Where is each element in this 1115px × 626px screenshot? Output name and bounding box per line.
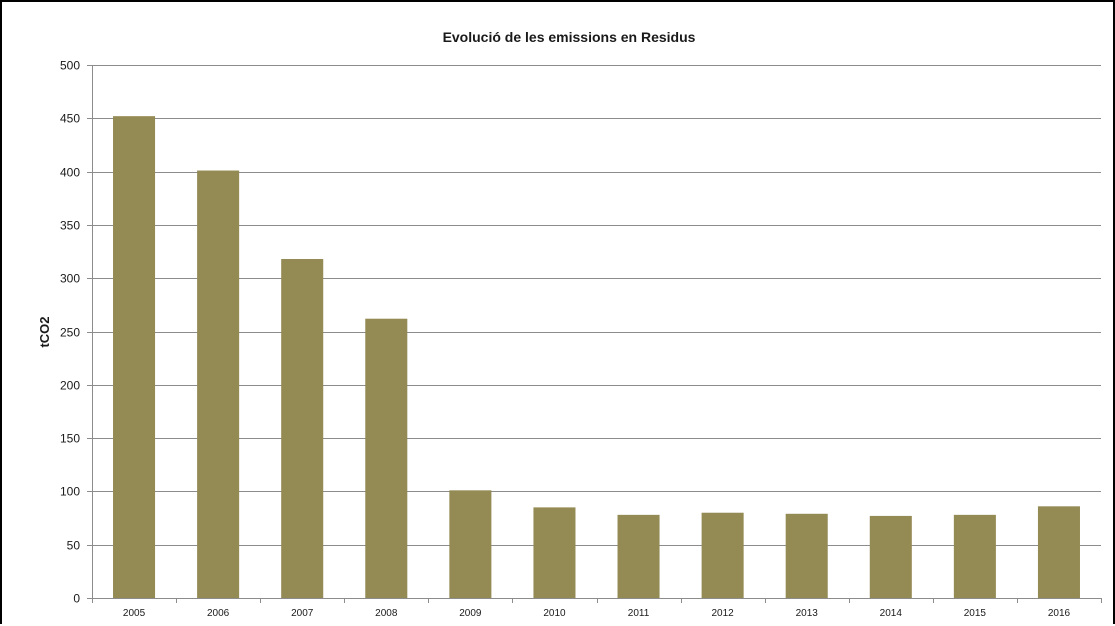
bar-2010 [533,507,576,598]
bar-2013 [785,513,828,598]
chart-title: Evolució de les emissions en Residus [443,29,696,45]
y-tick-label: 0 [73,592,80,606]
x-tick-label: 2012 [712,608,735,619]
bar-2007 [281,259,324,598]
bars [113,116,1080,599]
bar-2012 [701,512,744,598]
bar-2015 [953,514,996,598]
bar-2016 [1037,506,1080,598]
y-tick-labels: 0 50 100 150 200 250 300 350 400 450 500 [60,59,80,606]
axes [87,65,1102,603]
bar-2005 [113,116,156,599]
x-tick-label: 2015 [964,608,987,619]
gridlines [92,65,1101,546]
y-tick-label: 400 [60,166,80,180]
y-tick-label: 450 [60,112,80,126]
y-tick-label: 50 [67,539,81,553]
bar-2006 [197,170,240,598]
y-tick-label: 100 [60,485,80,499]
y-tick-label: 500 [60,59,80,73]
x-tick-label: 2007 [291,608,314,619]
y-tick-label: 150 [60,432,80,446]
x-tick-label: 2005 [123,608,146,619]
bar-2009 [449,490,492,598]
x-tick-label: 2013 [796,608,819,619]
x-tick-label: 2011 [628,608,650,619]
y-axis-title: tCO2 [37,316,52,347]
bar-2011 [617,514,660,598]
x-tick-label: 2014 [880,608,903,619]
y-tick-label: 300 [60,272,80,286]
x-tick-label: 2008 [375,608,398,619]
x-tick-label: 2006 [207,608,230,619]
x-tick-labels: 2005 2006 2007 2008 2009 2010 2011 2012 2013 2014… [123,608,1071,619]
y-tick-label: 350 [60,219,80,233]
bar-2014 [869,515,912,598]
y-tick-label: 200 [60,379,80,393]
x-tick-label: 2016 [1048,608,1071,619]
bar-2008 [365,318,408,598]
y-tick-label: 250 [60,326,80,340]
x-tick-label: 2010 [543,608,566,619]
x-tick-label: 2009 [459,608,482,619]
